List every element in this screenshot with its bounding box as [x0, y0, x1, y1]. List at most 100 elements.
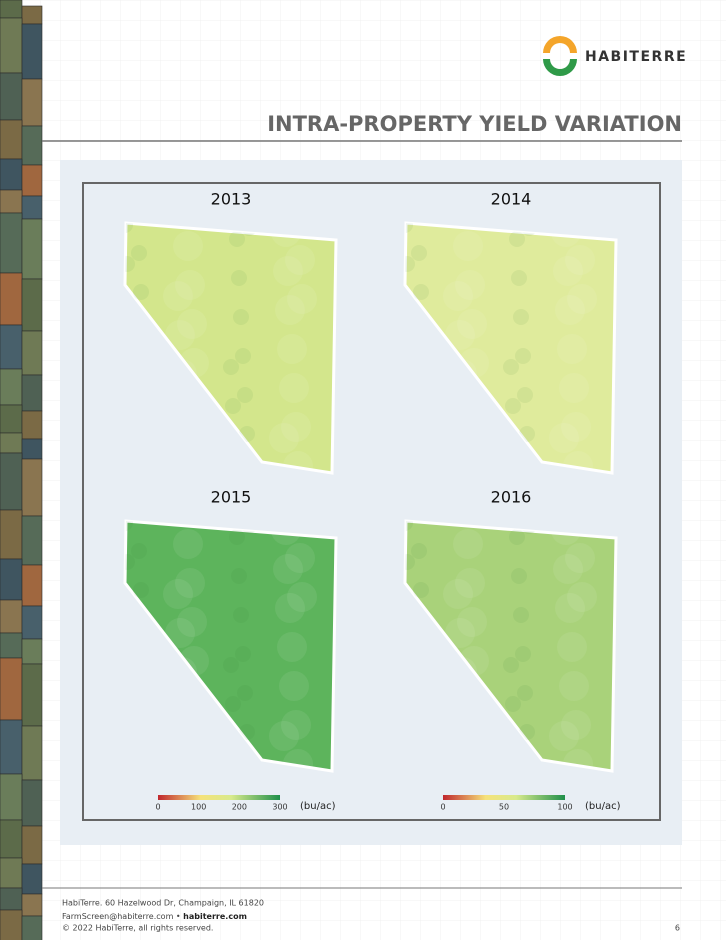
texture-blob — [455, 270, 485, 300]
texture-blob — [173, 529, 203, 559]
field — [123, 221, 338, 475]
map-tile — [0, 599, 23, 634]
texture-blob — [177, 607, 207, 637]
texture-blob — [125, 554, 135, 570]
texture-blob — [443, 579, 473, 609]
map-tile — [0, 887, 23, 911]
map-tile — [21, 863, 43, 895]
texture-blob — [413, 284, 429, 300]
texture-blob — [235, 646, 251, 662]
field — [403, 221, 618, 475]
texture-blob — [559, 373, 589, 403]
texture-blob — [125, 223, 133, 233]
texture-blob — [443, 281, 473, 311]
texture-blob — [413, 582, 429, 598]
texture-blob — [229, 529, 245, 545]
map-tile — [21, 725, 43, 781]
legend-tick: 50 — [499, 803, 509, 812]
texture-blob — [559, 671, 589, 701]
texture-blob — [131, 245, 147, 261]
logo-top — [543, 36, 577, 53]
map-tile — [0, 368, 23, 406]
texture-blob — [513, 607, 529, 623]
texture-blob — [411, 543, 427, 559]
map-tile — [0, 909, 23, 940]
texture-blob — [281, 710, 311, 740]
texture-blob — [565, 543, 595, 573]
texture-blob — [273, 256, 303, 286]
texture-blob — [281, 412, 311, 442]
legend-unit: (bu/ac) — [585, 801, 621, 812]
page-number: 6 — [675, 924, 680, 933]
texture-blob — [125, 256, 135, 272]
map-tile — [21, 374, 43, 412]
texture-blob — [517, 685, 533, 701]
texture-blob — [445, 618, 475, 648]
texture-blob — [567, 284, 597, 314]
texture-blob — [233, 607, 249, 623]
legend-tick: 200 — [232, 803, 247, 812]
footer-separator: • — [176, 912, 181, 921]
figure-frame — [82, 182, 661, 821]
texture-blob — [405, 256, 415, 272]
texture-blob — [505, 398, 521, 414]
map-tile — [21, 638, 43, 665]
field-texture — [405, 521, 597, 771]
texture-blob — [515, 348, 531, 364]
texture-blob — [175, 270, 205, 300]
texture-blob — [405, 554, 415, 570]
texture-blob — [457, 309, 487, 339]
map-tile — [0, 857, 23, 889]
texture-blob — [555, 593, 585, 623]
texture-blob — [453, 529, 483, 559]
map-tile — [0, 272, 23, 326]
texture-blob — [175, 568, 205, 598]
legend-tick: 0 — [440, 803, 445, 812]
map-tile — [0, 773, 23, 821]
texture-blob — [235, 348, 251, 364]
texture-blob — [563, 451, 593, 473]
texture-blob — [225, 398, 241, 414]
texture-blob — [277, 334, 307, 364]
texture-blob — [231, 568, 247, 584]
texture-blob — [517, 387, 533, 403]
map-tile — [0, 432, 23, 454]
map-year: 2014 — [491, 190, 532, 209]
texture-blob — [237, 387, 253, 403]
map-tile — [0, 189, 23, 214]
map-strip — [0, 0, 43, 940]
map-tile — [0, 158, 23, 191]
legend-tick: 100 — [557, 803, 572, 812]
texture-blob — [405, 223, 413, 233]
map-tile — [21, 330, 43, 376]
map-tile — [21, 458, 43, 517]
texture-blob — [133, 582, 149, 598]
map-tile — [21, 564, 43, 607]
map-tile — [21, 195, 43, 220]
texture-blob — [561, 710, 591, 740]
field — [403, 519, 618, 773]
texture-blob — [509, 231, 525, 247]
texture-blob — [277, 632, 307, 662]
texture-blob — [279, 671, 309, 701]
texture-blob — [283, 451, 313, 473]
texture-blob — [411, 245, 427, 261]
texture-blob — [453, 231, 483, 261]
texture-blob — [275, 593, 305, 623]
legend-bar — [443, 795, 565, 800]
texture-blob — [511, 568, 527, 584]
map-tile — [0, 324, 23, 370]
texture-blob — [223, 359, 239, 375]
map-tile — [21, 23, 43, 80]
map-tile — [21, 278, 43, 332]
texture-blob — [553, 554, 583, 584]
texture-blob — [405, 521, 413, 531]
texture-blob — [229, 231, 245, 247]
texture-blob — [165, 320, 195, 350]
texture-blob — [555, 295, 585, 325]
texture-blob — [133, 284, 149, 300]
legend-tick: 0 — [155, 803, 160, 812]
logo-text: HABITERRE — [585, 49, 687, 65]
logo-bottom — [543, 59, 577, 76]
map-year: 2016 — [491, 488, 532, 507]
